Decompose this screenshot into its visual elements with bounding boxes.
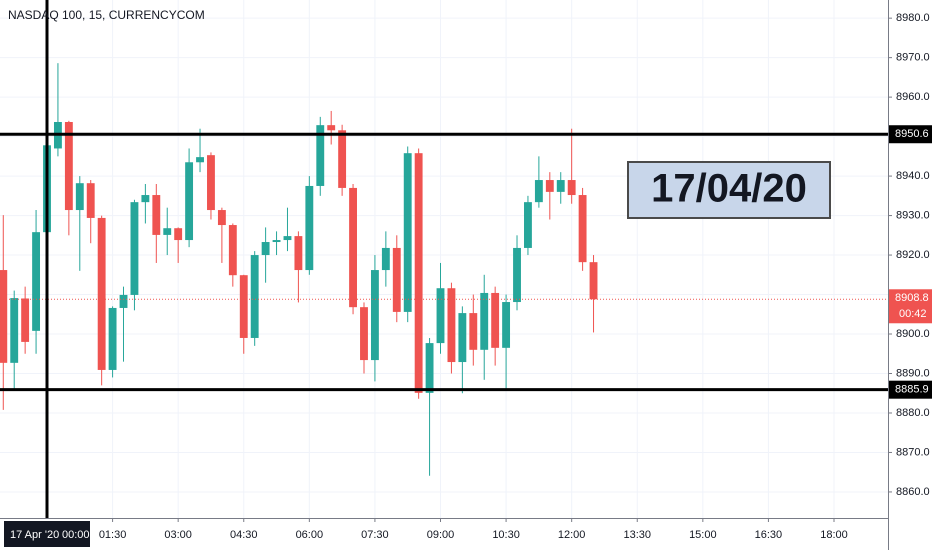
- candle-body: [491, 292, 500, 348]
- candle-body: [545, 180, 554, 192]
- crosshair-date: 17 Apr '20: [10, 529, 59, 541]
- candle-body: [174, 228, 183, 241]
- y-tick-label: 8900.0: [896, 328, 930, 340]
- x-tick-label: 09:00: [427, 529, 455, 541]
- candle-body: [217, 210, 226, 226]
- current-price-tag: [889, 289, 932, 324]
- candle-body: [10, 298, 19, 363]
- candle-body: [578, 195, 587, 263]
- candle-body: [381, 247, 390, 271]
- x-tick-label: 13:30: [623, 529, 651, 541]
- horizontal-line-tag: [889, 125, 932, 144]
- chart-title: NASDAQ 100, 15, CURRENCYCOM: [8, 8, 205, 22]
- candle-body: [305, 185, 314, 271]
- overlay: NASDAQ 100, 15, CURRENCYCOM 17/04/20: [8, 8, 831, 219]
- candle-body: [360, 307, 368, 361]
- y-tick-label: 8860.0: [896, 486, 930, 498]
- crosshair-time: 00:00: [62, 529, 90, 541]
- countdown-label: 00:42: [899, 308, 927, 320]
- candle-body: [228, 225, 237, 276]
- candle-body: [469, 313, 478, 350]
- candle-body: [556, 180, 565, 192]
- candle-body: [207, 155, 215, 211]
- candle-body: [436, 288, 445, 344]
- annotation-text: 17/04/20: [651, 167, 807, 211]
- candle-body: [513, 247, 521, 303]
- candle-body: [185, 162, 194, 241]
- annotation-box[interactable]: [627, 161, 831, 219]
- candle-body: [349, 187, 357, 308]
- candle-body: [534, 180, 543, 203]
- candle-body: [327, 125, 336, 131]
- candle-body: [316, 125, 325, 186]
- candle-body: [447, 288, 456, 363]
- x-tick-label: 01:30: [99, 529, 127, 541]
- x-tick-label: 03:00: [164, 529, 192, 541]
- x-tick-label: 12:00: [558, 529, 586, 541]
- candle-body: [272, 240, 281, 243]
- candle-body: [458, 313, 467, 363]
- candle-body: [567, 180, 576, 196]
- y-tick-label: 8980.0: [896, 12, 930, 24]
- candle-body: [414, 153, 423, 393]
- horizontal-line-label: 8885.9: [895, 384, 929, 396]
- candle-body: [589, 262, 598, 300]
- x-tick-label: 16:30: [755, 529, 783, 541]
- candle-body: [97, 217, 106, 370]
- candle-body: [480, 292, 489, 350]
- candle-body: [524, 202, 532, 248]
- x-tick-label: 04:30: [230, 529, 258, 541]
- candle-body: [119, 294, 128, 308]
- y-tick-label: 8940.0: [896, 170, 930, 182]
- x-tick-label: 06:00: [296, 529, 324, 541]
- y-tick-label: 8870.0: [896, 446, 930, 458]
- horizontal-line-label: 8950.6: [895, 128, 929, 140]
- x-tick-label: 10:30: [492, 529, 520, 541]
- candle-body: [32, 232, 41, 331]
- candle-body: [403, 153, 412, 312]
- candle-body: [283, 236, 292, 241]
- candle-body: [64, 121, 73, 211]
- candle-body: [261, 242, 270, 256]
- y-tick-label: 8880.0: [896, 407, 930, 419]
- candle-body: [108, 307, 117, 370]
- y-tick-label: 8970.0: [896, 52, 930, 64]
- candle-body: [152, 195, 161, 235]
- plot: [0, 0, 888, 518]
- candle-body: [163, 228, 172, 235]
- y-tick-label: 8890.0: [896, 367, 930, 379]
- current-price-label: 8908.8: [895, 292, 929, 304]
- candle-body: [250, 255, 259, 338]
- candle-body: [294, 236, 303, 271]
- candle-body: [141, 195, 150, 203]
- crosshair-tag: [4, 521, 90, 547]
- x-tick-label: 18:00: [820, 529, 848, 541]
- candle-body: [338, 130, 347, 188]
- candle-body: [502, 302, 511, 348]
- x-tick-label: 07:30: [361, 529, 389, 541]
- candle-body: [86, 183, 95, 218]
- candle-body: [425, 343, 434, 393]
- candle-body: [130, 202, 139, 295]
- candle-body: [370, 270, 379, 361]
- y-tick-label: 8960.0: [896, 91, 930, 103]
- candle-body: [239, 275, 248, 338]
- candle-body: [21, 298, 30, 342]
- candle-body: [392, 247, 401, 312]
- candle-body: [75, 183, 84, 211]
- y-tick-label: 8930.0: [896, 209, 930, 221]
- axes: 8860.08870.08880.08890.08900.08910.08920…: [4, 12, 932, 547]
- x-tick-label: 15:00: [689, 529, 717, 541]
- y-tick-label: 8920.0: [896, 249, 930, 261]
- candle-body: [0, 270, 8, 363]
- candle-body: [196, 157, 204, 163]
- horizontal-line-tag: [889, 380, 932, 399]
